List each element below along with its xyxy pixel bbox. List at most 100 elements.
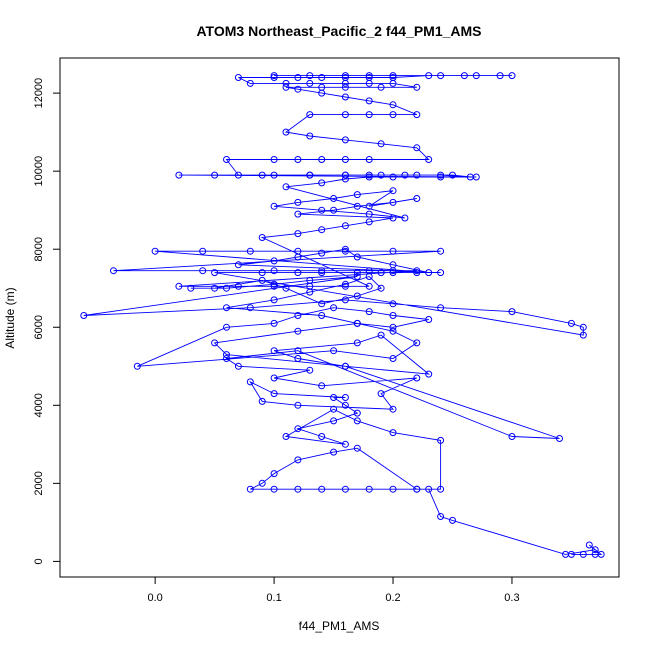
data-point (425, 316, 433, 323)
data-point (401, 171, 409, 179)
data-point (234, 282, 242, 290)
data-point (466, 173, 474, 181)
data-point (223, 323, 230, 331)
data-point (389, 355, 397, 362)
data-point (508, 433, 516, 440)
x-tick-label: 0.3 (504, 592, 519, 604)
data-point (365, 111, 373, 119)
data-point (353, 253, 361, 261)
data-point (365, 173, 373, 181)
data-point (413, 144, 421, 152)
data-point (389, 405, 397, 413)
data-point (579, 550, 587, 558)
data-point (389, 323, 397, 331)
data-point (389, 198, 397, 206)
data-point (353, 269, 361, 277)
data-point (365, 210, 373, 218)
data-point (282, 128, 290, 136)
data-point (270, 202, 278, 210)
data-point (425, 72, 433, 80)
y-tick-label: 12000 (33, 78, 45, 109)
data-point (330, 394, 338, 401)
data-point (437, 485, 445, 493)
data-point (330, 448, 338, 456)
data-point (341, 93, 349, 101)
data-point (365, 308, 373, 316)
data-point (258, 276, 266, 284)
data-point (306, 111, 314, 119)
data-point (258, 171, 266, 179)
data-point (294, 355, 302, 362)
data-point (389, 267, 397, 275)
data-point (389, 111, 397, 119)
data-point (270, 296, 278, 304)
data-point (223, 351, 230, 359)
data-point (294, 156, 302, 163)
data-point (389, 214, 397, 222)
data-point (591, 546, 599, 554)
data-point (318, 300, 326, 308)
data-point (353, 444, 361, 452)
data-point (282, 83, 290, 91)
data-point (330, 405, 338, 413)
data-point (597, 550, 605, 558)
data-point (151, 247, 159, 255)
data-point (306, 79, 314, 87)
data-point (306, 72, 314, 80)
data-point (234, 171, 242, 179)
data-point (377, 171, 385, 179)
data-point (282, 183, 290, 191)
series-lines (83, 75, 603, 555)
x-tick-label: 0.1 (266, 592, 281, 604)
data-point (377, 83, 385, 91)
data-point (377, 331, 385, 339)
y-tick-label: 0 (33, 558, 45, 564)
data-point (437, 173, 445, 181)
data-point (246, 79, 254, 87)
data-point (389, 429, 397, 437)
data-point (246, 485, 254, 493)
data-point (282, 79, 290, 87)
data-point (341, 245, 349, 253)
data-point (341, 282, 349, 290)
data-point (365, 218, 373, 226)
data-point (234, 362, 242, 370)
data-point (294, 85, 302, 93)
data-point (341, 175, 349, 183)
data-point (294, 347, 302, 355)
data-point (294, 327, 302, 335)
data-point (318, 249, 326, 257)
data-point (318, 226, 326, 234)
data-point (270, 485, 278, 493)
data-point (80, 312, 88, 319)
data-point (377, 390, 385, 398)
data-point (365, 267, 373, 275)
data-point (330, 304, 338, 312)
data-point (389, 187, 397, 195)
x-tick-label: 0.2 (385, 592, 400, 604)
series-points (80, 72, 605, 558)
data-point (556, 435, 563, 442)
data-point (270, 374, 278, 382)
data-point (270, 257, 278, 265)
data-point (270, 282, 278, 290)
data-point (377, 269, 385, 277)
data-point (508, 308, 516, 316)
data-point (341, 247, 349, 255)
data-point (330, 195, 338, 202)
data-point (330, 347, 338, 355)
data-point (579, 331, 587, 339)
y-tick-label: 6000 (33, 315, 45, 339)
data-point (211, 269, 219, 277)
data-point (389, 485, 397, 493)
data-point (585, 541, 593, 549)
data-point (294, 230, 302, 238)
data-point (389, 269, 397, 277)
data-point (389, 72, 397, 80)
data-point (258, 479, 266, 487)
data-point (401, 214, 409, 222)
data-point (294, 74, 302, 81)
data-point (294, 485, 302, 493)
